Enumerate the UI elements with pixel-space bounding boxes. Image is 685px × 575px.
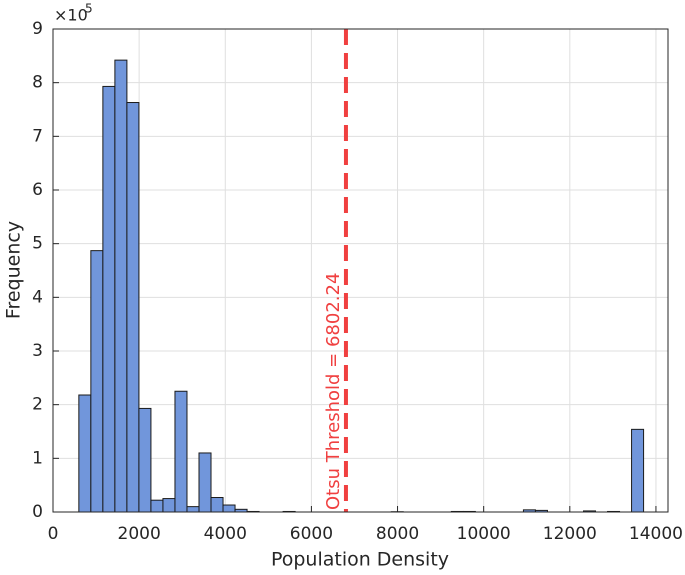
- y-tick-label: 8: [32, 73, 43, 93]
- y-multiplier-exponent: 5: [85, 2, 93, 16]
- histogram-bar: [162, 498, 176, 513]
- y-multiplier: ×10: [54, 6, 88, 25]
- y-axis-label: Frequency: [3, 221, 25, 319]
- y-tick-label: 6: [32, 180, 43, 200]
- histogram-bar: [114, 59, 128, 513]
- y-tick-label: 5: [32, 234, 43, 254]
- histogram-bar: [78, 394, 92, 513]
- plot-frame: [52, 28, 669, 513]
- x-tick-label: 14000: [629, 524, 683, 544]
- histogram-bar: [150, 499, 164, 513]
- y-tick-label: 0: [32, 502, 43, 522]
- histogram-bar: [631, 428, 645, 513]
- histogram-bar: [126, 102, 140, 513]
- x-tick-label: 2000: [118, 524, 161, 544]
- histogram-bar: [186, 506, 200, 513]
- threshold-label: Otsu Threshold = 6802.24: [323, 273, 344, 510]
- y-tick-label: 3: [32, 341, 43, 361]
- x-tick-label: 12000: [543, 524, 597, 544]
- histogram-bar: [102, 85, 116, 513]
- histogram-bar: [90, 250, 104, 513]
- x-axis-label: Population Density: [271, 549, 449, 571]
- y-tick-label: 2: [32, 395, 43, 415]
- histogram-bar: [210, 497, 224, 513]
- histogram-bar: [222, 504, 236, 513]
- histogram-bar: [174, 390, 188, 513]
- y-tick-label: 7: [32, 126, 43, 146]
- y-tick-label: 4: [32, 287, 43, 307]
- y-tick-label: 1: [32, 448, 43, 468]
- y-tick-label: 9: [32, 19, 43, 39]
- x-tick-label: 8000: [376, 524, 419, 544]
- x-tick-label: 0: [48, 524, 59, 544]
- histogram-bar: [138, 407, 152, 513]
- histogram-bar: [198, 452, 212, 513]
- x-tick-label: 10000: [457, 524, 511, 544]
- x-tick-label: 4000: [204, 524, 247, 544]
- x-tick-label: 6000: [290, 524, 333, 544]
